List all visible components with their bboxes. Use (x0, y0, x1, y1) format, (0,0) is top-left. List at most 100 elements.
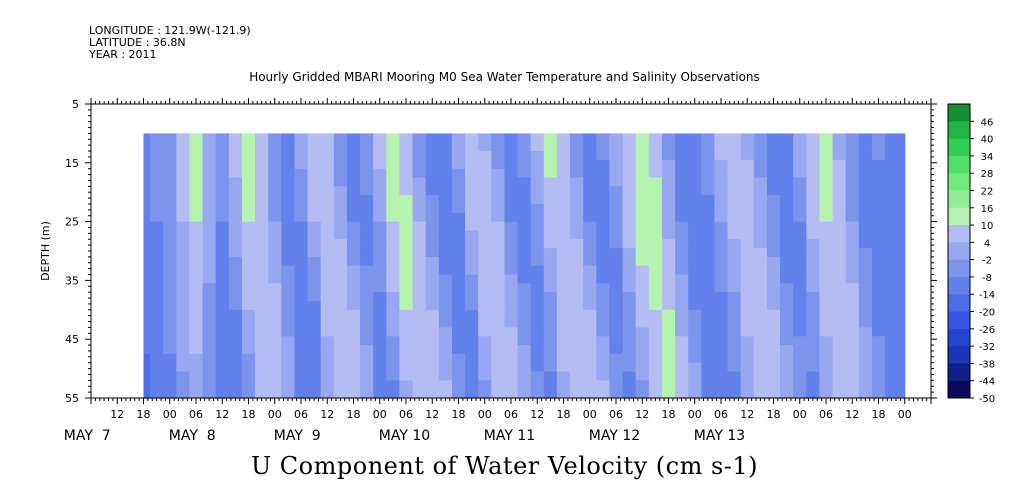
heatmap-cell (556, 318, 571, 329)
heatmap-cell (202, 353, 217, 364)
heatmap-cell (819, 186, 834, 196)
heatmap-cell (150, 292, 164, 302)
heatmap-cell (740, 345, 755, 355)
heatmap-cell (688, 168, 702, 179)
heatmap-cell (609, 168, 624, 179)
heatmap-cell (373, 221, 387, 232)
heatmap-cell (648, 265, 663, 276)
heatmap-cell (399, 248, 414, 258)
heatmap-cell (517, 318, 532, 329)
heatmap-cell (780, 353, 794, 364)
heatmap-cell (543, 168, 558, 179)
heatmap-cell (215, 283, 230, 293)
heatmap-cell (819, 309, 834, 320)
heatmap-cell (320, 256, 335, 267)
heatmap-cell (871, 133, 886, 143)
heatmap-cell (609, 151, 624, 161)
heatmap-cell (346, 380, 361, 390)
heatmap-cell (543, 159, 558, 170)
heatmap-cell (176, 292, 191, 302)
heatmap-cell (399, 177, 414, 187)
heatmap-cell (885, 177, 899, 187)
heatmap-cell (346, 389, 361, 399)
heatmap-cell (465, 336, 479, 346)
heatmap-cell (858, 371, 873, 381)
heatmap-cell (596, 203, 611, 214)
heatmap-cell (517, 159, 532, 170)
heatmap-cell (832, 318, 847, 329)
heatmap-cell (241, 265, 256, 276)
heatmap-cell (688, 133, 702, 143)
heatmap-cell (320, 203, 335, 214)
heatmap-cell (661, 327, 676, 337)
heatmap-cell (215, 133, 230, 143)
heatmap-cell (530, 336, 545, 346)
heatmap-cell (412, 353, 427, 364)
heatmap-cell (465, 212, 479, 223)
heatmap-cell (241, 151, 256, 161)
heatmap-cell (143, 274, 151, 284)
heatmap-cell (451, 177, 466, 187)
heatmap-cell (228, 186, 243, 196)
heatmap-cell (845, 212, 860, 223)
heatmap-cell (714, 353, 729, 364)
heatmap-cell (780, 265, 794, 276)
heatmap-cell (858, 221, 873, 232)
heatmap-cell (635, 142, 650, 152)
heatmap-cell (832, 248, 847, 258)
heatmap-cell (740, 195, 755, 205)
heatmap-cell (425, 230, 440, 240)
heatmap-cell (438, 133, 453, 143)
heatmap-cell (202, 380, 217, 390)
x-tick-label: 12 (320, 408, 334, 421)
heatmap-cell (268, 159, 282, 170)
heatmap-cell (583, 142, 597, 152)
heatmap-cell (675, 142, 689, 152)
heatmap-cell (898, 292, 906, 302)
heatmap-cell (556, 309, 571, 320)
heatmap-cell (215, 353, 230, 364)
heatmap-cell (675, 265, 689, 276)
heatmap-cell (346, 300, 361, 311)
heatmap-cell (504, 203, 519, 214)
heatmap-cell (360, 168, 374, 179)
latitude-label: LATITUDE : 36.8N (89, 36, 186, 49)
heatmap-cell (701, 345, 716, 355)
heatmap-cell (281, 195, 296, 205)
heatmap-cell (478, 300, 492, 311)
heatmap-cell (648, 389, 663, 399)
heatmap-cell (346, 309, 361, 320)
heatmap-cell (189, 195, 204, 205)
heatmap-cell (215, 230, 230, 240)
heatmap-cell (727, 177, 742, 187)
heatmap-cell (675, 159, 689, 170)
heatmap-cell (622, 345, 637, 355)
heatmap-cell (451, 345, 466, 355)
heatmap-cell (491, 151, 506, 161)
heatmap-cell (885, 168, 899, 179)
heatmap-cell (570, 168, 584, 179)
heatmap-cell (373, 292, 387, 302)
heatmap-cell (438, 256, 453, 267)
heatmap-cell (491, 177, 506, 187)
heatmap-cell (793, 265, 807, 276)
heatmap-cell (346, 327, 361, 337)
x-tick-label: 06 (714, 408, 728, 421)
x-tick-label: 00 (163, 408, 177, 421)
heatmap-cell (465, 345, 479, 355)
heatmap-cell (333, 362, 348, 373)
heatmap-cell (320, 168, 335, 179)
heatmap-cell (255, 345, 269, 355)
heatmap-cell (806, 389, 821, 399)
heatmap-cell (438, 300, 453, 311)
heatmap-cell (294, 256, 309, 267)
heatmap-cell (780, 203, 794, 214)
heatmap-cell (228, 203, 243, 214)
heatmap-cell (268, 380, 282, 390)
heatmap-cell (753, 248, 768, 258)
heatmap-cell (281, 151, 296, 161)
heatmap-cell (143, 362, 151, 373)
heatmap-cell (176, 142, 191, 152)
heatmap-cell (570, 212, 584, 223)
heatmap-cell (543, 353, 558, 364)
